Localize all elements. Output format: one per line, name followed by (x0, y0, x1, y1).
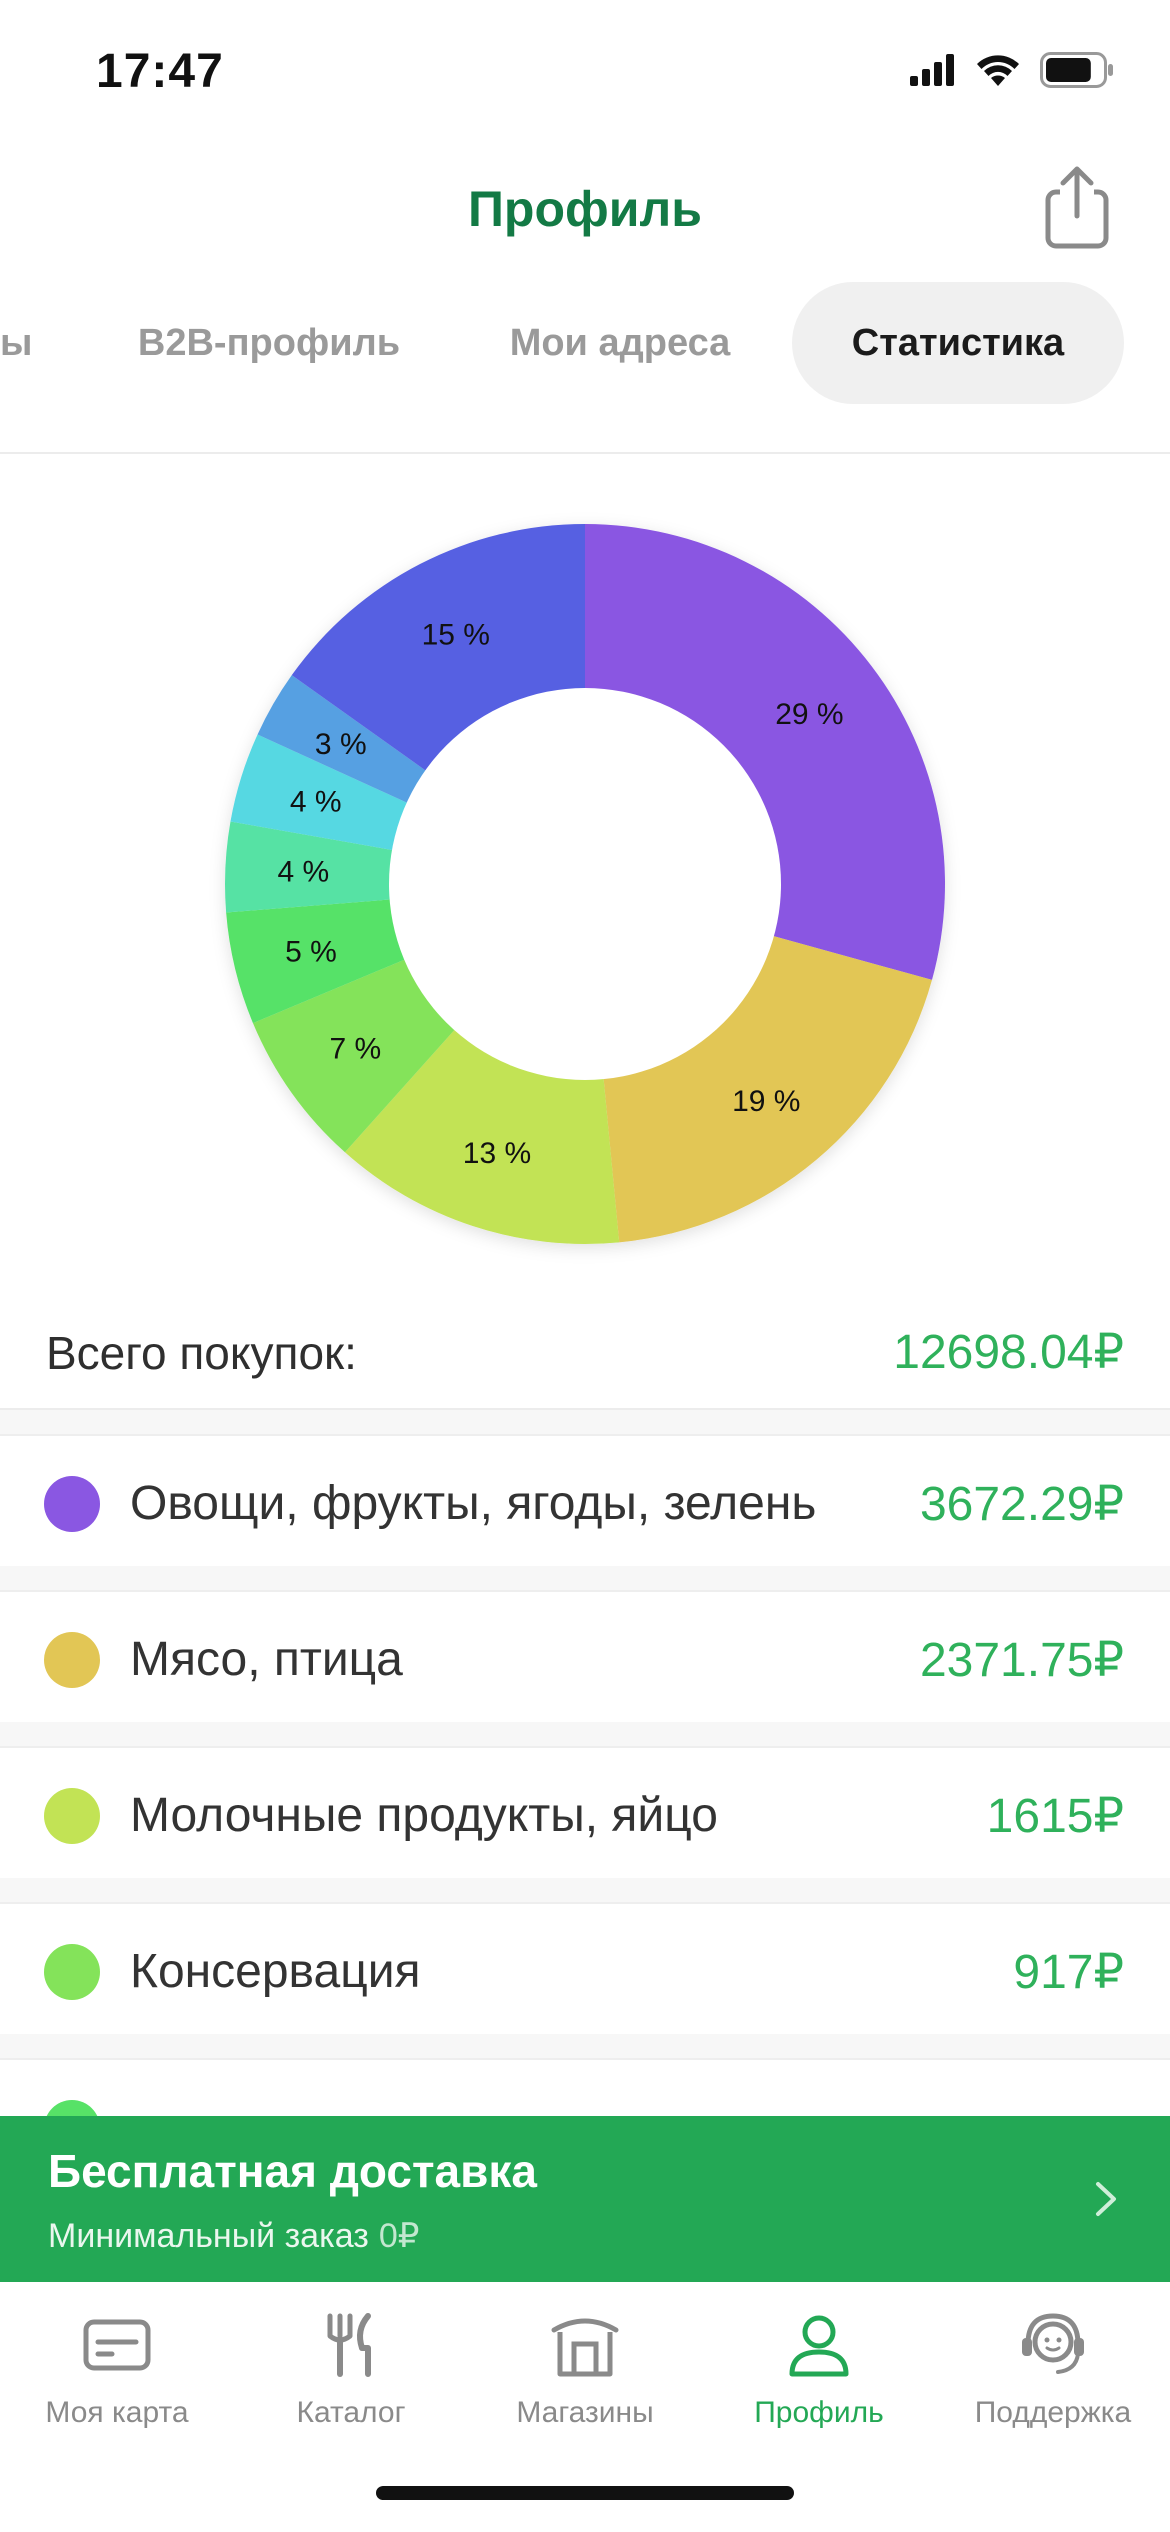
free-delivery-banner[interactable]: Бесплатная доставка Минимальный заказ 0₽ (0, 2116, 1170, 2282)
nav-item-support[interactable]: Поддержка (936, 2300, 1170, 2450)
nav-item-catalog[interactable]: Каталог (234, 2300, 468, 2450)
nav-label: Моя карта (45, 2396, 189, 2429)
list-gap (0, 1878, 1170, 1902)
divider (0, 452, 1170, 454)
delivery-min-label: Минимальный заказ (48, 2217, 369, 2255)
list-gap (0, 1722, 1170, 1746)
wifi-icon (977, 55, 1019, 86)
category-color-dot (44, 1476, 100, 1532)
slice-percent-label: 4 % (290, 785, 342, 818)
category-label: Овощи, фрукты, ягоды, зелень (130, 1477, 817, 1530)
donut-chart-svg: 29 % 19 % 13 % 7 % 5 % 4 % 4 % 3 % 15 % (224, 524, 945, 1244)
category-label: Молочные продукты, яйцо (130, 1789, 718, 1842)
chevron-right-icon (1096, 2182, 1116, 2216)
user-icon (789, 2315, 849, 2377)
tab-partial[interactable]: ы (0, 322, 33, 364)
nav-item-my-card[interactable]: Моя карта (0, 2300, 234, 2450)
list-item[interactable]: Овощи, фрукты, ягоды, зелень 3672.29₽ (0, 1434, 1170, 1566)
list-gap (0, 2034, 1170, 2058)
status-bar: 17:47 (0, 0, 1170, 140)
store-icon (551, 2318, 619, 2377)
category-color-dot (44, 1944, 100, 2000)
category-label: Консервация (130, 1945, 421, 1998)
category-amount: 917₽ (1013, 1946, 1124, 1999)
profile-tabs: ы B2B-профиль Мои адреса Статистика (0, 282, 1170, 408)
category-amount: 1615₽ (986, 1790, 1124, 1843)
tab-statistics[interactable]: Статистика (792, 282, 1124, 404)
slice-percent-label: 15 % (422, 618, 490, 651)
fork-knife-icon (327, 2313, 371, 2377)
battery-icon (1040, 52, 1113, 88)
tab-my-addresses[interactable]: Мои адреса (509, 322, 731, 364)
list-gap (0, 1566, 1170, 1590)
slice-percent-label: 29 % (775, 698, 843, 731)
category-label: Мясо, птица (130, 1633, 403, 1686)
delivery-title: Бесплатная доставка (48, 2145, 537, 2197)
slice-percent-label: 5 % (285, 935, 337, 968)
nav-label: Каталог (296, 2396, 406, 2429)
donut-hole (389, 688, 781, 1080)
total-purchases-row: Всего покупок: 12698.04₽ (0, 1296, 1170, 1410)
delivery-min-value: 0₽ (378, 2217, 420, 2255)
category-color-dot (44, 1788, 100, 1844)
list-gap (0, 1410, 1170, 1434)
cellular-signal-icon (910, 54, 954, 86)
tab-b2b-profile[interactable]: B2B-профиль (137, 322, 401, 364)
home-indicator (376, 2486, 794, 2500)
total-value: 12698.04₽ (893, 1326, 1124, 1379)
slice-percent-label: 19 % (732, 1085, 800, 1118)
slice-percent-label: 3 % (315, 728, 367, 761)
headset-icon (1022, 2313, 1084, 2374)
nav-label: Поддержка (974, 2396, 1132, 2429)
slice-percent-label: 4 % (277, 856, 329, 889)
share-icon[interactable] (1038, 162, 1118, 252)
status-time: 17:47 (96, 45, 224, 98)
total-label: Всего покупок: (46, 1327, 357, 1379)
list-item[interactable]: Молочные продукты, яйцо 1615₽ (0, 1746, 1170, 1878)
category-amount: 3672.29₽ (919, 1478, 1124, 1531)
status-icons (910, 52, 1114, 88)
list-item[interactable]: Мясо, птица 2371.75₽ (0, 1590, 1170, 1722)
list-item[interactable]: Консервация 917₽ (0, 1902, 1170, 2034)
nav-item-stores[interactable]: Магазины (468, 2300, 702, 2450)
category-donut-chart: 29 % 19 % 13 % 7 % 5 % 4 % 4 % 3 % 15 % (0, 478, 1170, 1278)
slice-percent-label: 13 % (463, 1137, 531, 1170)
category-color-dot (44, 1632, 100, 1688)
page-title: Профиль (467, 181, 702, 237)
category-amount: 2371.75₽ (919, 1634, 1124, 1687)
delivery-subtitle: Минимальный заказ 0₽ (48, 2216, 419, 2256)
card-icon (83, 2319, 151, 2371)
header: Профиль (0, 140, 1170, 270)
nav-label: Магазины (516, 2396, 654, 2429)
nav-label: Профиль (754, 2396, 884, 2429)
nav-item-profile[interactable]: Профиль (702, 2300, 936, 2450)
slice-percent-label: 7 % (329, 1033, 381, 1066)
